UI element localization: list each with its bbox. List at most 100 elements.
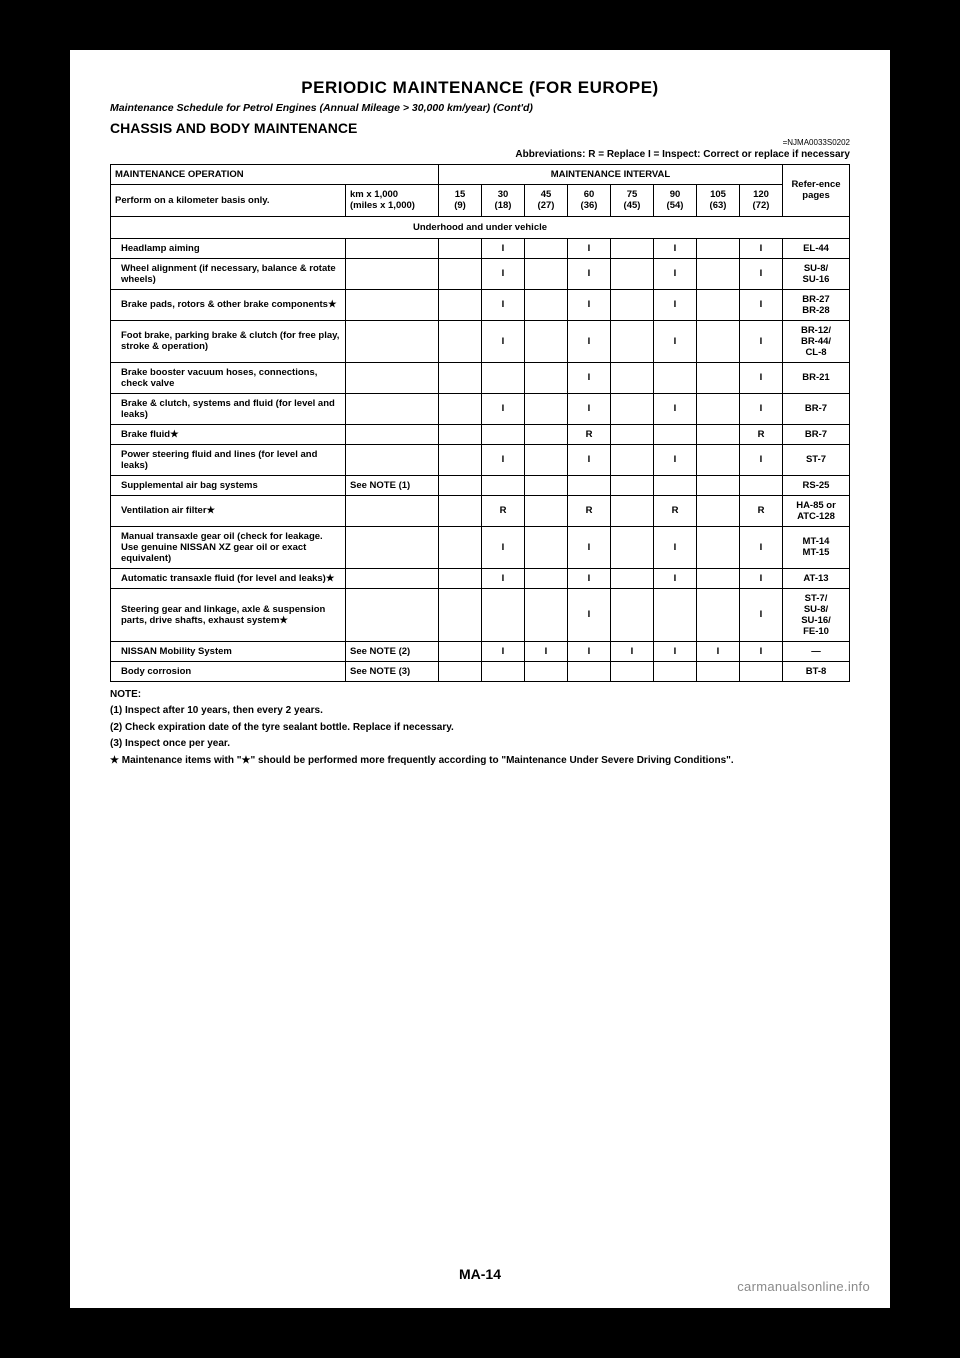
row-cell: I — [568, 444, 611, 475]
row-cell — [697, 320, 740, 362]
row-operation: Steering gear and linkage, axle & suspen… — [111, 588, 346, 641]
row-cell — [525, 475, 568, 495]
row-cell: I — [740, 444, 783, 475]
row-km — [346, 258, 439, 289]
row-cell: I — [568, 641, 611, 661]
row-km — [346, 568, 439, 588]
table-row: Supplemental air bag systemsSee NOTE (1)… — [111, 475, 850, 495]
header-col-7: 120(72) — [740, 185, 783, 217]
note-3: (3) Inspect once per year. — [110, 737, 850, 752]
row-cell: I — [740, 362, 783, 393]
row-cell — [439, 393, 482, 424]
header-reference: Refer-ence pages — [783, 165, 850, 217]
row-cell — [482, 588, 525, 641]
row-cell: I — [482, 526, 525, 568]
row-cell: I — [482, 444, 525, 475]
row-cell: I — [568, 238, 611, 258]
row-cell — [439, 495, 482, 526]
header-col-0: 15(9) — [439, 185, 482, 217]
row-cell: I — [654, 393, 697, 424]
header-km: km x 1,000(miles x 1,000) — [346, 185, 439, 217]
row-km: See NOTE (3) — [346, 661, 439, 681]
row-cell — [482, 362, 525, 393]
row-cell — [525, 320, 568, 362]
header-col-2: 45(27) — [525, 185, 568, 217]
header-col-1: 30(18) — [482, 185, 525, 217]
row-km — [346, 238, 439, 258]
row-cell: I — [568, 393, 611, 424]
row-cell — [611, 475, 654, 495]
table-row: Steering gear and linkage, axle & suspen… — [111, 588, 850, 641]
row-ref: — — [783, 641, 850, 661]
row-cell: I — [482, 393, 525, 424]
row-cell: I — [697, 641, 740, 661]
row-km — [346, 362, 439, 393]
page-subtitle: Maintenance Schedule for Petrol Engines … — [110, 102, 850, 114]
row-operation: Supplemental air bag systems — [111, 475, 346, 495]
header-interval: MAINTENANCE INTERVAL — [439, 165, 783, 185]
table-section-row: Underhood and under vehicle — [111, 216, 850, 238]
row-cell — [697, 393, 740, 424]
row-cell: I — [654, 258, 697, 289]
document-page: PERIODIC MAINTENANCE (FOR EUROPE) Mainte… — [70, 50, 890, 1308]
row-cell — [439, 320, 482, 362]
row-cell — [439, 258, 482, 289]
note-2: (2) Check expiration date of the tyre se… — [110, 721, 850, 736]
row-cell — [439, 588, 482, 641]
row-cell: I — [740, 641, 783, 661]
row-cell: I — [654, 320, 697, 362]
row-cell — [697, 661, 740, 681]
row-operation: Power steering fluid and lines (for leve… — [111, 444, 346, 475]
row-cell: I — [654, 444, 697, 475]
row-cell — [697, 238, 740, 258]
header-col-3: 60(36) — [568, 185, 611, 217]
row-operation: Automatic transaxle fluid (for level and… — [111, 568, 346, 588]
row-cell — [697, 475, 740, 495]
row-cell — [611, 424, 654, 444]
row-cell: I — [568, 568, 611, 588]
row-cell — [611, 289, 654, 320]
row-cell — [654, 424, 697, 444]
row-cell — [611, 568, 654, 588]
table-header-row-1: MAINTENANCE OPERATION MAINTENANCE INTERV… — [111, 165, 850, 185]
row-cell: I — [482, 641, 525, 661]
row-operation: Headlamp aiming — [111, 238, 346, 258]
row-cell: I — [568, 320, 611, 362]
row-cell: I — [482, 238, 525, 258]
row-cell: R — [568, 424, 611, 444]
row-cell — [697, 588, 740, 641]
row-cell — [611, 238, 654, 258]
table-row: Brake pads, rotors & other brake compone… — [111, 289, 850, 320]
row-cell — [439, 641, 482, 661]
row-cell — [482, 661, 525, 681]
row-operation: Brake fluid★ — [111, 424, 346, 444]
row-ref: BR-27BR-28 — [783, 289, 850, 320]
row-operation: NISSAN Mobility System — [111, 641, 346, 661]
row-ref: BT-8 — [783, 661, 850, 681]
row-ref: EL-44 — [783, 238, 850, 258]
note-1: (1) Inspect after 10 years, then every 2… — [110, 704, 850, 719]
note-star: ★ Maintenance items with "★" should be p… — [110, 754, 850, 769]
row-cell — [697, 495, 740, 526]
watermark: carmanualsonline.info — [737, 1279, 870, 1294]
row-cell — [611, 320, 654, 362]
row-ref: BR-21 — [783, 362, 850, 393]
row-cell — [439, 526, 482, 568]
row-ref: BR-12/BR-44/CL-8 — [783, 320, 850, 362]
row-cell: R — [568, 495, 611, 526]
row-ref: AT-13 — [783, 568, 850, 588]
row-cell — [697, 444, 740, 475]
row-cell — [525, 362, 568, 393]
row-ref: MT-14MT-15 — [783, 526, 850, 568]
row-cell — [697, 258, 740, 289]
row-cell — [525, 238, 568, 258]
row-cell — [439, 362, 482, 393]
row-ref: BR-7 — [783, 424, 850, 444]
row-cell — [525, 526, 568, 568]
row-cell — [482, 424, 525, 444]
row-ref: ST-7 — [783, 444, 850, 475]
row-cell — [611, 526, 654, 568]
row-cell: R — [482, 495, 525, 526]
row-cell — [439, 424, 482, 444]
row-cell — [611, 393, 654, 424]
